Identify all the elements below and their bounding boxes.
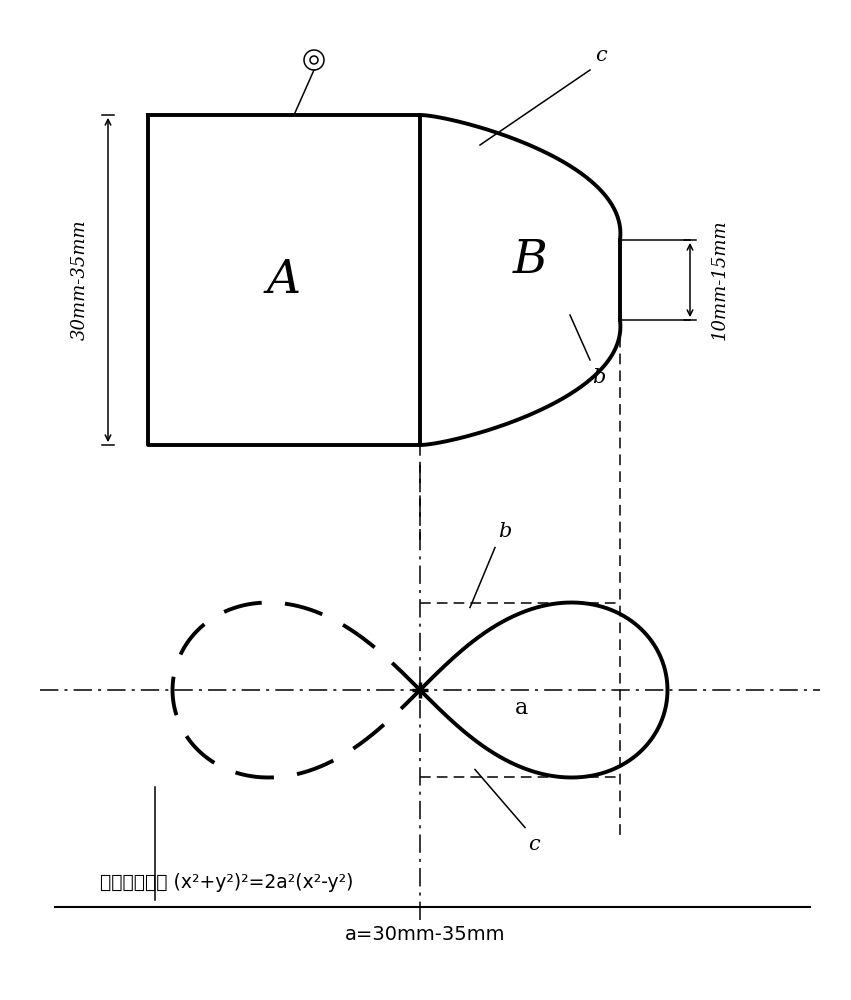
Text: a: a [515, 697, 528, 719]
Text: a=30mm-35mm: a=30mm-35mm [345, 924, 505, 944]
Text: B: B [512, 237, 547, 283]
Text: b: b [592, 368, 605, 387]
Text: 10mm-15mm: 10mm-15mm [711, 220, 729, 340]
Text: A: A [267, 257, 301, 303]
Text: b: b [498, 522, 511, 541]
Text: c: c [595, 46, 607, 65]
Text: 伯努利双扆线 (x²+y²)²=2a²(x²-y²): 伯努利双扆线 (x²+y²)²=2a²(x²-y²) [100, 872, 353, 892]
Text: c: c [528, 835, 540, 854]
Text: 30mm-35mm: 30mm-35mm [71, 220, 89, 340]
